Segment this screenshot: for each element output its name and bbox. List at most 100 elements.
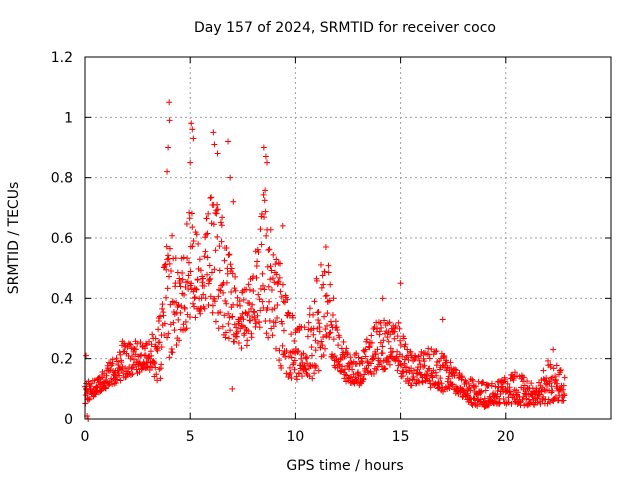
data-point: [415, 353, 422, 360]
data-point: [313, 363, 320, 370]
data-point: [272, 261, 279, 268]
data-point: [215, 293, 222, 300]
data-point: [447, 359, 454, 366]
data-point: [181, 305, 188, 312]
data-point: [399, 353, 406, 360]
y-tick-labels: 0 0.2 0.4 0.6 0.8 1 1.2: [51, 50, 73, 428]
data-point: [150, 360, 157, 367]
data-point: [268, 286, 275, 293]
axis-ticks: [84, 56, 611, 420]
data-point: [382, 330, 389, 337]
data-point: [241, 330, 248, 337]
data-point: [157, 313, 164, 320]
data-point: [331, 352, 338, 359]
data-point: [334, 326, 341, 333]
data-point: [249, 313, 256, 320]
data-point: [337, 368, 344, 375]
data-point: [148, 352, 155, 359]
data-point: [429, 374, 436, 381]
data-point: [226, 314, 233, 321]
data-point: [559, 386, 566, 393]
data-point: [332, 318, 339, 325]
data-point: [225, 252, 232, 259]
data-point: [270, 323, 277, 330]
data-point: [293, 376, 300, 383]
data-point: [263, 159, 270, 166]
data-point: [426, 355, 433, 362]
data-point: [221, 257, 228, 264]
data-point: [151, 359, 158, 366]
data-point: [205, 210, 212, 217]
data-point: [102, 385, 109, 392]
data-point: [186, 313, 193, 320]
data-point: [164, 334, 171, 341]
data-point: [166, 354, 173, 361]
data-point: [448, 380, 455, 387]
data-point: [257, 285, 264, 292]
data-point: [320, 281, 327, 288]
data-point: [279, 281, 286, 288]
data-point: [105, 382, 112, 389]
data-point: [433, 348, 440, 355]
data-point: [325, 262, 332, 269]
data-point: [270, 251, 277, 258]
data-point: [256, 319, 263, 326]
data-point: [182, 318, 189, 325]
data-point: [280, 298, 287, 305]
data-point: [173, 342, 180, 349]
data-point: [187, 159, 194, 166]
data-point: [231, 321, 238, 328]
data-point: [560, 397, 567, 404]
data-point: [170, 319, 177, 326]
data-point: [116, 372, 123, 379]
y-tick-label: 0.4: [51, 291, 73, 307]
x-tick-label: 20: [497, 429, 515, 445]
data-point: [246, 300, 253, 307]
grid: [85, 57, 611, 419]
data-point: [412, 354, 419, 361]
data-point: [482, 387, 489, 394]
data-point: [306, 305, 313, 312]
data-point: [161, 331, 168, 338]
data-point: [269, 306, 276, 313]
data-point: [197, 310, 204, 317]
data-point: [265, 334, 272, 341]
data-point: [266, 298, 273, 305]
data-point: [229, 270, 236, 277]
data-point: [202, 248, 209, 255]
data-point: [322, 244, 329, 251]
data-point: [323, 292, 330, 299]
data-point: [552, 394, 559, 401]
data-point: [556, 392, 563, 399]
data-point: [379, 343, 386, 350]
data-point: [397, 361, 404, 368]
data-point: [271, 305, 278, 312]
data-point: [550, 346, 557, 353]
data-point: [289, 314, 296, 321]
data-point: [286, 364, 293, 371]
data-point: [215, 286, 222, 293]
data-point: [266, 317, 273, 324]
data-point: [204, 254, 211, 261]
data-point: [276, 357, 283, 364]
data-point: [309, 375, 316, 382]
data-point: [156, 339, 163, 346]
data-point: [547, 364, 554, 371]
data-point: [184, 255, 191, 262]
data-point: [280, 327, 287, 334]
data-point: [175, 316, 182, 323]
data-point: [291, 366, 298, 373]
data-point: [118, 367, 125, 374]
data-point: [278, 364, 285, 371]
data-point: [228, 288, 235, 295]
data-point: [249, 301, 256, 308]
data-point: [127, 371, 134, 378]
data-point: [154, 347, 161, 354]
data-point: [264, 263, 271, 270]
data-point: [255, 248, 262, 255]
data-point: [504, 380, 511, 387]
data-point: [449, 381, 456, 388]
data-point: [426, 377, 433, 384]
data-point: [166, 117, 173, 124]
